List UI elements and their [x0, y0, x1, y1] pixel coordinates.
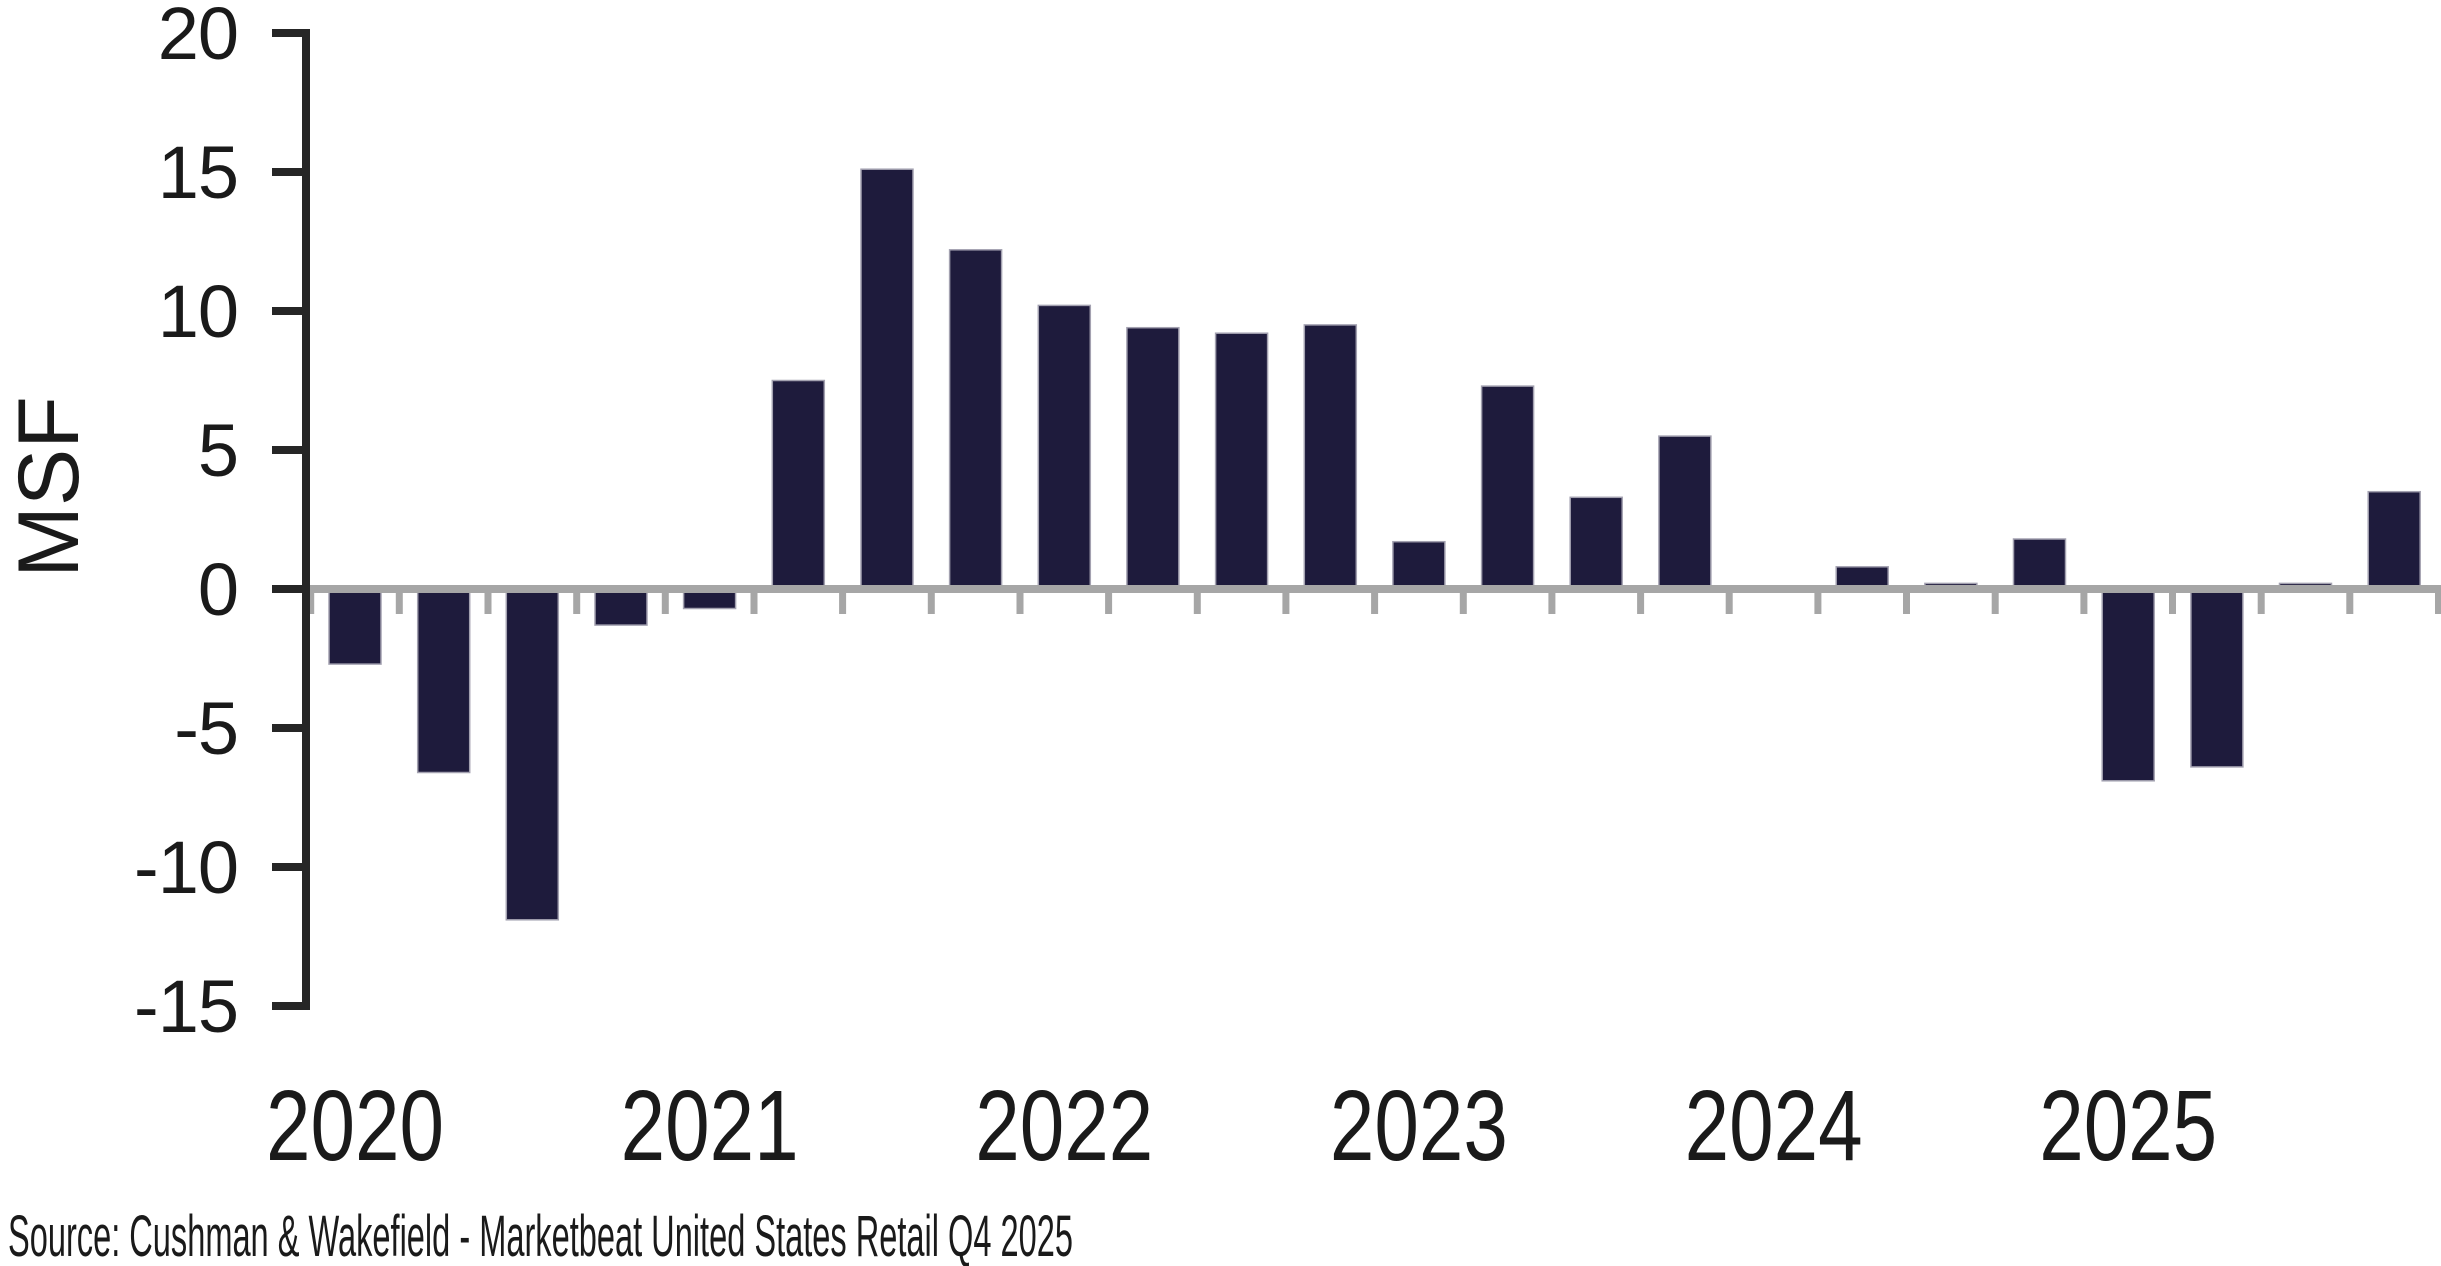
baseline-layer	[302, 585, 2441, 614]
quarter-tick	[307, 593, 315, 614]
quarter-tick	[573, 593, 581, 614]
bar-Q2-2023	[1480, 385, 1535, 590]
year-label-2023: 2023	[1330, 1070, 1508, 1182]
zero-baseline	[302, 585, 2441, 593]
quarter-tick	[2169, 593, 2176, 614]
bar-Q3-2020	[505, 588, 560, 921]
quarter-tick	[2080, 593, 2088, 614]
y-tick-label--15: -15	[134, 965, 238, 1048]
bar-Q1-2025	[2101, 588, 2155, 782]
bar-Q3-2021	[860, 168, 914, 590]
quarter-tick	[484, 593, 492, 614]
year-label-2025: 2025	[2039, 1070, 2217, 1182]
y-tick-label--5: -5	[174, 687, 238, 770]
y-axis-line	[302, 29, 310, 1010]
quarter-tick	[2346, 593, 2354, 614]
bar-Q1-2023	[1392, 540, 1446, 590]
bar-Q4-2023	[1658, 435, 1712, 590]
bars-layer	[328, 168, 2421, 921]
bar-Q1-2022	[1037, 304, 1092, 590]
quarter-tick	[1459, 593, 1467, 614]
bar-Q4-2021	[948, 249, 1003, 590]
quarter-tick	[1548, 593, 1556, 614]
bar-Q3-2022	[1214, 332, 1269, 590]
bar-Q4-2020	[594, 588, 648, 626]
y-tick	[272, 585, 310, 593]
quarter-tick	[1903, 593, 1910, 614]
bar-Q4-2022	[1303, 324, 1358, 590]
quarter-tick	[1371, 593, 1379, 614]
quarter-tick	[1105, 593, 1113, 614]
quarter-tick	[750, 593, 758, 614]
bar-Q2-2025	[2190, 588, 2244, 768]
bar-Q2-2020	[416, 588, 471, 774]
quarter-tick	[1193, 593, 1201, 614]
quarter-tick	[1637, 593, 1645, 614]
y-axis-layer: 20 15 10 5 0 -5 -10 -15	[134, 0, 310, 1048]
y-tick-label-0: 0	[198, 548, 238, 631]
quarter-tick	[1991, 593, 1999, 614]
bar-Q3-2023	[1569, 496, 1623, 590]
quarter-tick	[395, 593, 403, 614]
y-tick	[272, 1002, 310, 1010]
y-tick	[272, 29, 310, 37]
bar-Q2-2022	[1126, 326, 1180, 590]
y-tick-label-5: 5	[198, 409, 238, 492]
quarter-tick	[2257, 593, 2265, 614]
y-axis-title: MSF	[1, 396, 97, 578]
bar-Q4-2024	[2012, 538, 2067, 590]
quarter-tick	[1814, 593, 1822, 614]
quarter-tick	[1282, 593, 1290, 614]
y-tick-label-15: 15	[158, 131, 238, 214]
quarter-tick	[2435, 593, 2441, 614]
bar-Q2-2021	[771, 379, 826, 590]
bar-Q1-2020	[328, 588, 382, 665]
quarter-tick	[839, 593, 847, 614]
year-label-2022: 2022	[975, 1070, 1153, 1182]
bar-Q4-2025	[2367, 490, 2421, 590]
y-tick	[272, 307, 310, 315]
quarter-tick	[661, 593, 669, 614]
quarter-tick	[927, 593, 935, 614]
y-tick-label-20: 20	[158, 0, 238, 75]
x-labels-layer: 2020 2021 2022 2023 2024 2025	[266, 1070, 2217, 1182]
year-label-2020: 2020	[266, 1070, 444, 1182]
y-tick	[272, 724, 310, 732]
y-tick	[272, 446, 310, 454]
quarter-tick	[1016, 593, 1024, 614]
y-tick	[272, 168, 310, 176]
y-tick-label-10: 10	[158, 270, 238, 353]
source-text: Source: Cushman & Wakefield - Marketbeat…	[8, 1204, 1073, 1266]
year-label-2021: 2021	[621, 1070, 799, 1182]
y-tick	[272, 863, 310, 871]
quarter-tick	[1725, 593, 1733, 614]
year-label-2024: 2024	[1685, 1070, 1863, 1182]
y-tick-label--10: -10	[134, 826, 238, 909]
